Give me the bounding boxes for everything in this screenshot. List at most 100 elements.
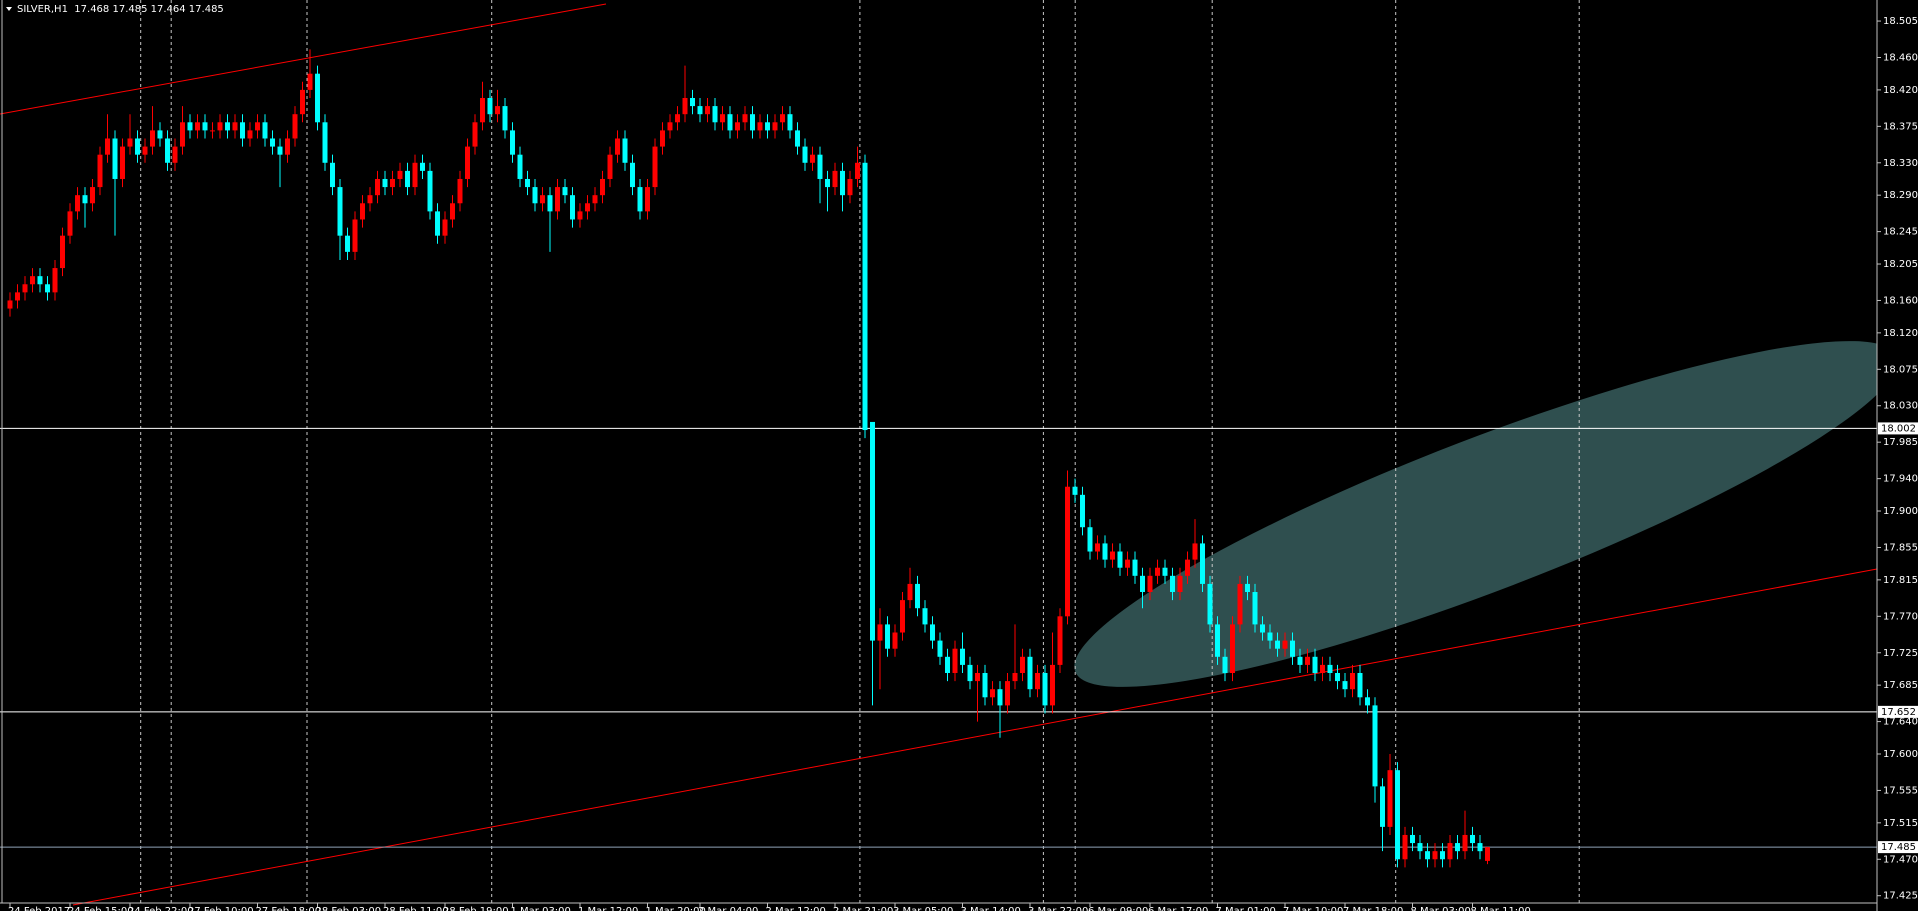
candle-body	[1057, 616, 1063, 665]
candle-body	[1117, 551, 1123, 568]
candle-body	[180, 122, 185, 147]
x-tick-label: 7 Mar 10:00	[1283, 906, 1343, 911]
price-label: 18.002	[1881, 423, 1916, 434]
candle-body	[1267, 632, 1273, 641]
candle-body	[1162, 567, 1168, 576]
candle-body	[1387, 770, 1393, 827]
candle-body	[330, 162, 335, 188]
candle-body	[22, 284, 28, 293]
candle-body	[1305, 656, 1310, 665]
y-tick-label: 17.640	[1883, 717, 1918, 728]
candle-body	[840, 170, 845, 196]
candle-body	[547, 195, 553, 212]
candle-body	[517, 154, 523, 179]
candle-body	[1260, 624, 1265, 633]
x-tick-label: 2 Mar 12:00	[766, 906, 826, 911]
candle-body	[322, 122, 328, 163]
candle-body	[405, 170, 410, 188]
candle-body	[1290, 640, 1295, 657]
candle-body	[352, 219, 358, 252]
candle-body	[915, 583, 920, 609]
candle-body	[457, 178, 463, 204]
candle-body	[952, 648, 958, 673]
candle-body	[690, 97, 695, 107]
candle-body	[825, 178, 830, 188]
candle-body	[622, 138, 628, 163]
horizontal-lines	[0, 427, 1877, 848]
candle-body	[1102, 543, 1108, 560]
menu-icon[interactable]	[6, 7, 12, 11]
candle-body	[1222, 656, 1228, 673]
candle-body	[15, 292, 20, 301]
y-tick-label: 17.900	[1883, 506, 1918, 517]
candle-body	[195, 122, 200, 131]
candle-body	[1485, 847, 1490, 861]
candle-body	[855, 162, 860, 179]
candle-body	[1335, 672, 1340, 682]
candle-body	[600, 178, 605, 196]
candle-body	[1455, 843, 1460, 852]
candle-body	[1395, 770, 1400, 860]
candle-body	[1177, 575, 1183, 593]
candle-body	[172, 146, 178, 163]
candle-body	[67, 211, 73, 236]
candle-body	[232, 122, 238, 131]
candle-body	[727, 114, 733, 131]
candle-body	[810, 154, 815, 163]
candle-body	[135, 138, 140, 155]
candle-body	[847, 178, 853, 196]
candle-body	[922, 608, 928, 625]
candle-body	[555, 187, 560, 212]
price-label-box	[1878, 705, 1918, 718]
y-tick-label: 17.725	[1883, 648, 1918, 659]
candle-body	[255, 122, 260, 131]
x-tick-label: 24 Feb 22:00	[128, 906, 194, 911]
candle-body	[465, 146, 470, 179]
y-tick-label: 18.245	[1883, 227, 1918, 238]
candle-body	[1417, 843, 1423, 852]
candle-body	[187, 122, 193, 131]
candle-body	[1132, 559, 1138, 576]
candle-body	[120, 146, 125, 179]
candle-body	[1252, 592, 1258, 625]
y-tick-label: 18.505	[1883, 16, 1918, 27]
candle-body	[532, 187, 538, 204]
price-label-box	[1878, 841, 1918, 854]
candle-body	[802, 146, 808, 163]
candle-body	[697, 106, 703, 115]
candle-body	[787, 114, 793, 131]
ellipse-object	[1074, 341, 1877, 687]
x-tick-label: 2 Mar 04:00	[698, 906, 758, 911]
candle-body	[907, 583, 913, 601]
candle-body	[675, 114, 680, 123]
candle-body	[1462, 834, 1468, 852]
y-tick-label: 18.205	[1883, 259, 1918, 270]
y-tick-label: 17.555	[1883, 785, 1918, 796]
candle-body	[1365, 697, 1370, 706]
candle-body	[1072, 486, 1078, 495]
candle-body	[112, 138, 118, 179]
candle-body	[1342, 681, 1348, 690]
candle-body	[285, 138, 290, 155]
y-tick-label: 18.030	[1883, 401, 1918, 412]
candle-body	[495, 106, 500, 115]
candle-body	[1192, 543, 1198, 560]
candle-body	[577, 211, 583, 220]
candle-body	[60, 235, 65, 269]
candle-body	[1282, 640, 1288, 649]
candle-body	[742, 114, 748, 123]
axes: 18.505 18.460 18.420 18.375 18.330 18.290 18.2…	[8, 16, 1918, 911]
x-tick-label: 6 Mar 09:00	[1088, 906, 1148, 911]
candle-body	[750, 114, 755, 131]
candle-body	[1275, 640, 1280, 649]
candle-body	[990, 689, 995, 698]
candle-body	[1027, 656, 1033, 690]
candle-body	[592, 195, 598, 204]
candle-body	[90, 187, 95, 204]
candle-body	[832, 170, 838, 188]
candle-body	[52, 268, 58, 293]
x-tick-label: 28 Feb 19:00	[443, 906, 509, 911]
y-tick-label: 18.330	[1883, 158, 1918, 169]
candle-body	[502, 106, 508, 131]
candle-body	[210, 130, 215, 132]
